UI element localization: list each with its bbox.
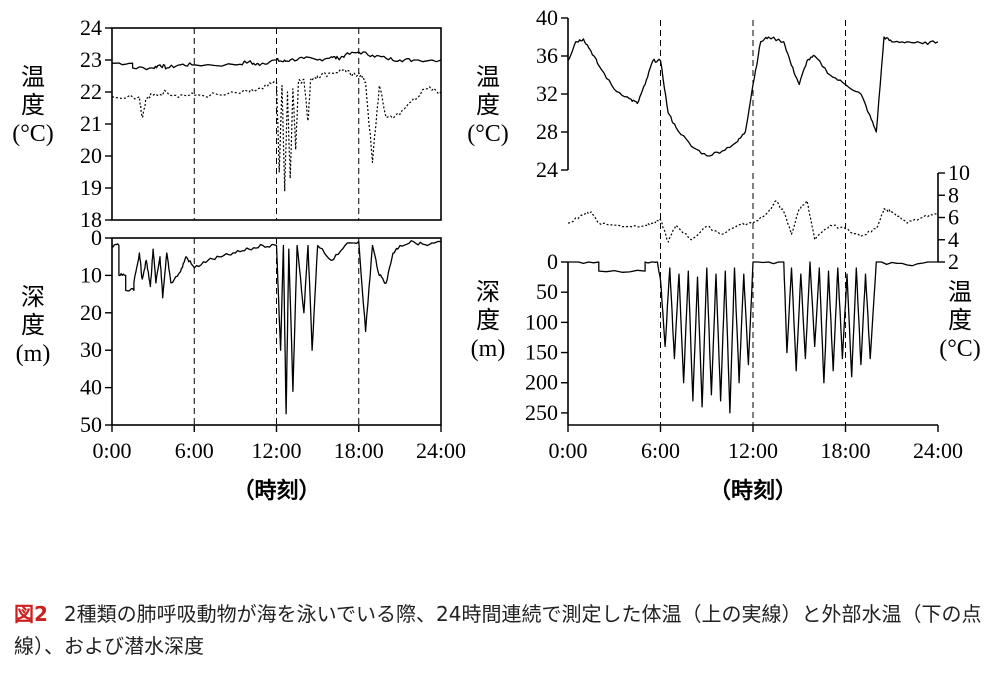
panel-right-bottom: 0 50 100 150 200 250 0:00 6:00 12:00 18:00 24:00 （時…	[471, 249, 963, 503]
y-tick-label: 18	[80, 207, 102, 232]
series-line-left-top-1	[111, 68, 442, 192]
y-tick-label: 28	[536, 119, 558, 144]
x-tick-label: 6:00	[175, 438, 214, 463]
y-axis-title: (m)	[16, 341, 51, 367]
y-tick-label: 21	[80, 111, 102, 136]
series-line-left-top-0	[112, 51, 442, 71]
y-axis-title: (°C)	[467, 121, 509, 147]
x-tick-label: 0:00	[548, 438, 587, 463]
series-line-left-bottom-0	[111, 240, 442, 415]
series-line-right-middle-0	[567, 200, 939, 243]
y-tick-label: 150	[525, 340, 558, 365]
y-tick-label: 40	[536, 5, 558, 30]
y-axis-title: (°C)	[12, 121, 54, 147]
panel-left-bottom: 0 10 20 30 40 500:00 6:00 12:00 18:00 24:00 （時刻） 深度…	[16, 225, 466, 503]
caption-label: 図2	[14, 602, 48, 626]
panel-right-top: 24 28 32 36 40 温度(°C)	[467, 5, 939, 182]
caption-text: 2種類の肺呼吸動物が海を泳いでいる際、24時間連続で測定した体温（上の実線）と外…	[14, 602, 982, 658]
x-tick-label: 18:00	[820, 438, 870, 463]
y-axis-title: 度	[476, 307, 500, 334]
y-tick-label: 24	[80, 15, 102, 40]
x-axis-title: （時刻）	[709, 478, 797, 503]
y-axis-title: 温	[476, 64, 500, 91]
y-axis-title: 度	[21, 92, 45, 119]
series-line-right-top-0	[567, 36, 939, 157]
x-tick-label: 18:00	[334, 438, 384, 463]
panel-left-top: 18 19 20 21 22 23 24 温度(°C)	[12, 15, 442, 232]
x-tick-label: 12:00	[728, 438, 778, 463]
x-tick-label: 24:00	[416, 438, 466, 463]
y-axis-title: 度	[21, 312, 45, 339]
y-axis-title: 温	[948, 279, 972, 306]
y-tick-label: 250	[525, 400, 558, 425]
y-axis-title: 深	[476, 279, 500, 306]
series-line-right-bottom-0	[568, 261, 938, 414]
y-axis-title: 深	[21, 284, 45, 311]
y-tick-label: 30	[80, 337, 102, 362]
y-tick-label: 4	[948, 227, 959, 252]
x-tick-label: 24:00	[913, 438, 963, 463]
y-tick-label: 19	[80, 175, 102, 200]
y-axis-title: (m)	[471, 336, 506, 362]
y-tick-label: 50	[536, 279, 558, 304]
y-tick-label: 100	[525, 309, 558, 334]
x-tick-label: 6:00	[641, 438, 680, 463]
y-tick-label: 32	[536, 81, 558, 106]
y-tick-label: 36	[536, 43, 558, 68]
x-tick-label: 0:00	[92, 438, 131, 463]
y-axis-title: 度	[948, 307, 972, 334]
y-tick-label: 50	[80, 412, 102, 437]
x-tick-label: 12:00	[251, 438, 301, 463]
y-tick-label: 0	[547, 249, 558, 274]
y-tick-label: 20	[80, 300, 102, 325]
y-tick-label: 20	[80, 143, 102, 168]
y-axis-title: (°C)	[939, 336, 981, 362]
y-tick-label: 0	[91, 225, 102, 250]
y-tick-label: 23	[80, 47, 102, 72]
y-tick-label: 8	[948, 182, 959, 207]
y-tick-label: 6	[948, 205, 959, 230]
y-tick-label: 2	[948, 249, 959, 274]
y-tick-label: 22	[80, 79, 102, 104]
y-axis-title: 度	[476, 92, 500, 119]
y-tick-label: 10	[80, 262, 102, 287]
y-axis-title: 温	[21, 64, 45, 91]
y-tick-label: 10	[948, 160, 970, 185]
y-tick-label: 24	[536, 157, 558, 182]
y-tick-label: 200	[525, 370, 558, 395]
figure-caption: 図2 2種類の肺呼吸動物が海を泳いでいる際、24時間連続で測定した体温（上の実線）…	[14, 598, 984, 662]
y-tick-label: 40	[80, 375, 102, 400]
x-axis-title: （時刻）	[232, 478, 320, 503]
